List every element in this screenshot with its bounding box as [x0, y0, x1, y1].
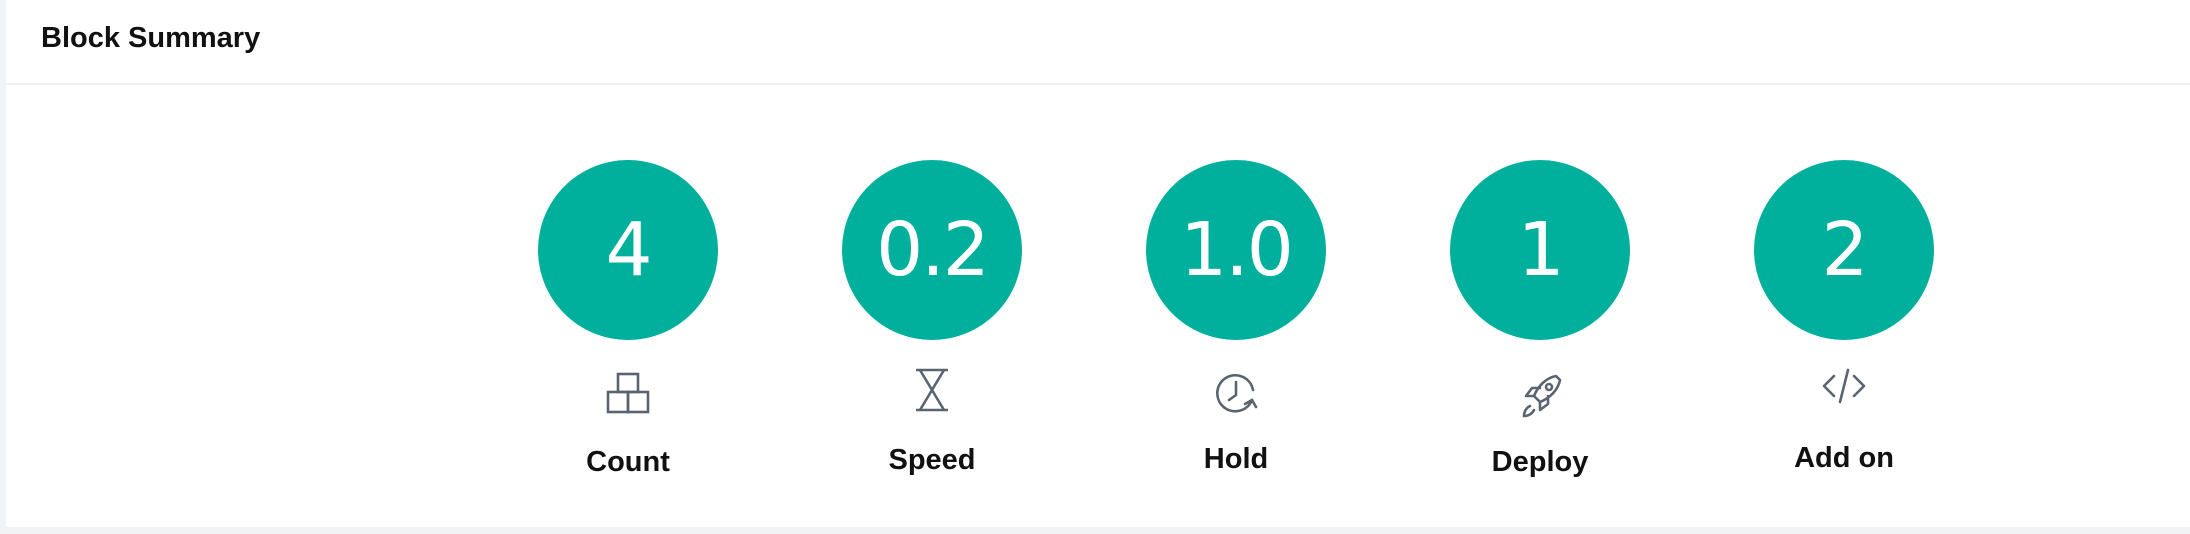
stat-add-on: 2 Add on — [1724, 0, 1964, 527]
add-on-value: 2 — [1821, 207, 1868, 293]
add-on-label: Add on — [1794, 442, 1894, 474]
stat-count: 4 Count — [508, 0, 748, 527]
hold-label: Hold — [1203, 443, 1269, 475]
stat-deploy: 1 Deploy — [1420, 0, 1660, 527]
stat-speed: 0.2 Speed — [812, 0, 1052, 527]
stat-hold: 1.0 Hold — [1116, 0, 1356, 527]
count-value: 4 — [605, 207, 652, 293]
hourglass-icon — [908, 366, 956, 414]
panel-header: Block Summary — [6, 0, 2190, 85]
hold-value-circle: 1.0 — [1146, 160, 1326, 340]
code-icon — [1820, 362, 1868, 410]
rocket-icon — [1516, 372, 1564, 420]
deploy-label: Deploy — [1491, 446, 1589, 478]
speed-value-circle: 0.2 — [842, 160, 1022, 340]
panel-title: Block Summary — [41, 22, 261, 54]
deploy-value: 1 — [1517, 207, 1564, 293]
speed-label: Speed — [888, 444, 976, 476]
count-label: Count — [586, 446, 670, 478]
block-summary-panel: Block Summary 4 Count 0.2 Spe — [6, 0, 2190, 527]
add-on-value-circle: 2 — [1754, 160, 1934, 340]
clock-icon — [1212, 370, 1260, 418]
speed-value: 0.2 — [876, 207, 990, 293]
deploy-value-circle: 1 — [1450, 160, 1630, 340]
blocks-icon — [604, 370, 652, 418]
count-value-circle: 4 — [538, 160, 718, 340]
hold-value: 1.0 — [1180, 207, 1294, 293]
